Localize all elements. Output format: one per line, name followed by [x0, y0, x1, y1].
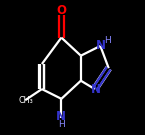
Text: O: O: [56, 4, 66, 17]
Text: CH₃: CH₃: [19, 96, 33, 105]
Text: H: H: [105, 36, 111, 45]
Text: H: H: [58, 120, 65, 129]
Text: N: N: [90, 83, 100, 96]
Text: N: N: [56, 110, 66, 123]
Text: N: N: [96, 39, 106, 52]
